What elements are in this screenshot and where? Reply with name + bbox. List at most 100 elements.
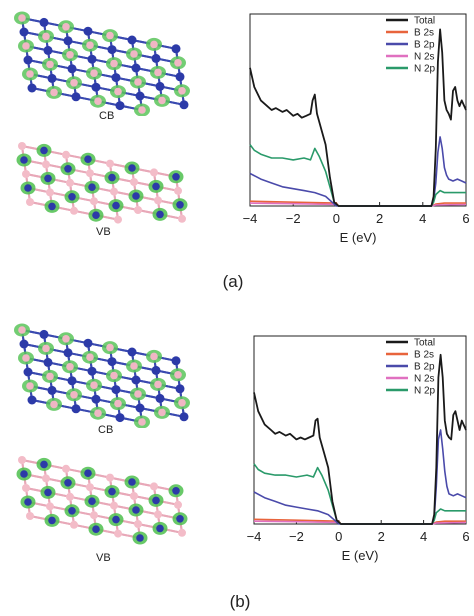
nitrogen-atom (71, 404, 81, 414)
nitrogen-atom (155, 81, 165, 91)
boron-atom (86, 169, 94, 178)
boron-atom (138, 106, 146, 114)
boron-atom (42, 32, 50, 41)
boron-atom (26, 512, 34, 520)
x-tick-label: 4 (420, 529, 427, 544)
boron-atom (106, 159, 114, 168)
nitrogen-atom (48, 516, 56, 525)
boron-atom (110, 371, 118, 380)
x-tick-label: 0 (335, 529, 342, 544)
series-line-n-2p (249, 144, 466, 207)
boron-atom (174, 500, 182, 509)
nitrogen-atom (83, 338, 93, 348)
nitrogen-atom (43, 45, 53, 55)
boron-atom (42, 474, 50, 483)
series-line-total (253, 353, 467, 525)
nitrogen-atom (23, 367, 33, 377)
boron-atom (110, 187, 118, 196)
nitrogen-atom (63, 348, 73, 358)
boron-atom (90, 69, 98, 77)
boron-atom (130, 178, 138, 186)
nitrogen-atom (152, 496, 160, 505)
boron-atom (66, 492, 74, 501)
boron-atom (42, 160, 50, 169)
boron-atom (26, 382, 34, 390)
nitrogen-atom (64, 165, 72, 173)
nitrogen-atom (24, 184, 32, 192)
boron-atom (110, 59, 118, 68)
boron-atom (134, 390, 142, 398)
panel-caption: (b) (229, 592, 251, 611)
boron-atom (90, 197, 98, 206)
boron-atom (178, 214, 186, 223)
boron-atom (178, 399, 186, 407)
nitrogen-atom (127, 35, 137, 45)
x-tick-label: −2 (289, 529, 304, 544)
boron-atom (90, 381, 98, 389)
nitrogen-atom (67, 376, 77, 386)
boron-atom (154, 196, 162, 205)
nitrogen-atom (91, 394, 101, 404)
legend-label: Total (414, 338, 435, 349)
boron-atom (154, 380, 162, 389)
nitrogen-atom (67, 64, 77, 74)
boron-atom (174, 186, 182, 195)
nitrogen-atom (20, 470, 28, 478)
boron-atom (62, 335, 70, 343)
nitrogen-atom (39, 17, 49, 27)
nitrogen-atom (156, 210, 164, 219)
nitrogen-atom (176, 515, 184, 523)
boron-atom (94, 97, 102, 105)
legend-label: B 2p (414, 362, 435, 373)
boron-atom (70, 520, 78, 529)
boron-atom (62, 23, 70, 31)
nitrogen-atom (107, 45, 117, 55)
x-tick-label: −4 (247, 529, 262, 544)
nitrogen-atom (39, 329, 49, 339)
series-line-n-2p (253, 463, 466, 525)
boron-atom (62, 150, 70, 159)
x-axis-label: E (eV) (342, 548, 379, 563)
nitrogen-atom (87, 54, 97, 64)
legend-label: B 2s (414, 350, 434, 361)
nitrogen-atom (179, 100, 189, 110)
panel-a: CB VB −4 −2 0 2 4 6 E (eV) Total B 2s B 2p N 2s N 2… (0, 0, 474, 300)
boron-atom (50, 88, 58, 97)
nitrogen-atom (23, 55, 33, 65)
nitrogen-atom (115, 101, 125, 111)
boron-atom (106, 31, 114, 40)
nitrogen-atom (111, 385, 121, 395)
nitrogen-atom (128, 164, 136, 172)
vb-lattice-illustration (16, 142, 188, 224)
boron-atom (154, 510, 162, 519)
nitrogen-atom (68, 193, 76, 201)
x-tick-label: 2 (378, 529, 385, 544)
legend-label: B 2s (414, 28, 434, 39)
boron-atom (18, 326, 26, 334)
nitrogen-atom (171, 44, 181, 54)
legend-label: N 2p (414, 386, 436, 397)
x-tick-label: 2 (376, 211, 383, 226)
boron-atom (66, 51, 74, 59)
nitrogen-atom (135, 403, 145, 413)
nitrogen-atom (20, 156, 28, 164)
boron-atom (114, 87, 122, 96)
boron-atom (134, 206, 142, 214)
boron-atom (22, 170, 30, 178)
nitrogen-atom (27, 83, 37, 93)
nitrogen-atom (83, 26, 93, 36)
nitrogen-atom (84, 469, 92, 477)
boron-atom (66, 178, 74, 187)
x-axis-label: E (eV) (340, 230, 377, 245)
nitrogen-atom (44, 488, 52, 497)
nitrogen-atom (88, 497, 96, 505)
nitrogen-atom (68, 507, 76, 515)
boron-atom (46, 188, 54, 197)
boron-atom (106, 343, 114, 352)
boron-atom (138, 418, 146, 426)
panel-caption: (a) (222, 272, 244, 291)
nitrogen-atom (111, 73, 121, 83)
nitrogen-atom (179, 412, 189, 422)
nitrogen-atom (47, 73, 57, 83)
